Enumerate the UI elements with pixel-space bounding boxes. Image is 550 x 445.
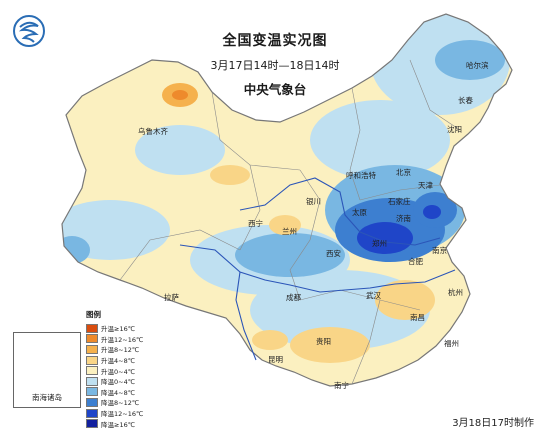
south-china-sea-inset: 南海诸岛: [13, 332, 81, 408]
legend-item: 降温≥16℃: [86, 418, 166, 429]
legend-item: 降温12~16℃: [86, 408, 166, 419]
city-label: 郑州: [372, 239, 387, 248]
legend-item-label: 升温≥16℃: [101, 325, 136, 334]
legend-swatch: [86, 323, 98, 333]
city-label: 天津: [418, 181, 433, 190]
legend-item-label: 降温0~4℃: [101, 378, 136, 387]
city-label: 南昌: [410, 313, 425, 322]
province-boundaries: [119, 59, 461, 385]
legend-item-label: 降温12~16℃: [101, 410, 144, 419]
city-label: 南京: [432, 246, 447, 255]
legend-item: 升温12~16℃: [86, 334, 166, 345]
legend-item: 升温4~8℃: [86, 355, 166, 366]
city-label: 贵阳: [316, 337, 331, 346]
map-header: 全国变温实况图 3月17日14时—18日14时 中央气象台: [0, 30, 550, 98]
city-label: 呼和浩特: [346, 171, 376, 180]
legend-item: 升温≥16℃: [86, 323, 166, 334]
map-organization: 中央气象台: [243, 82, 307, 97]
production-credit: 3月18日17时制作: [452, 418, 534, 429]
inset-label: 南海诸岛: [32, 393, 62, 402]
legend-swatch: [86, 376, 98, 386]
legend-swatch: [86, 334, 98, 344]
city-label: 沈阳: [447, 125, 462, 134]
city-label: 哈尔滨: [466, 61, 489, 70]
legend-item-label: 升温8~12℃: [101, 346, 140, 355]
city-label: 长春: [458, 96, 473, 105]
map-legend: 图例 升温≥16℃ 升温12~16℃ 升温8~12℃ 升温4~8℃ 升温0~4℃…: [86, 309, 166, 429]
rivers: [179, 177, 456, 361]
city-label: 合肥: [408, 257, 423, 266]
city-label: 南宁: [334, 381, 349, 390]
city-label: 乌鲁木齐: [138, 127, 168, 136]
legend-item: 降温8~12℃: [86, 397, 166, 408]
city-label: 杭州: [448, 288, 463, 297]
legend-item-label: 降温4~8℃: [101, 388, 136, 397]
map-period: 3月17日14时—18日14时: [210, 59, 340, 72]
legend-swatch: [86, 387, 98, 397]
legend-item-label: 降温8~12℃: [101, 399, 140, 408]
legend-swatch: [86, 419, 98, 429]
legend-swatch: [86, 366, 98, 376]
china-border: [61, 13, 513, 387]
legend-item: 降温4~8℃: [86, 387, 166, 398]
city-label: 成都: [286, 293, 301, 302]
city-label: 太原: [352, 208, 367, 217]
city-label: 银川: [306, 197, 321, 206]
legend-swatch: [86, 408, 98, 418]
legend-item-label: 升温12~16℃: [101, 335, 144, 344]
city-label: 石家庄: [388, 197, 411, 206]
legend-item: 升温8~12℃: [86, 344, 166, 355]
legend-item: 降温0~4℃: [86, 376, 166, 387]
legend-item-label: 升温0~4℃: [101, 367, 136, 376]
cma-logo-icon: [13, 15, 45, 47]
city-label: 西宁: [248, 219, 263, 228]
map-title: 全国变温实况图: [222, 33, 328, 49]
legend-swatch: [86, 344, 98, 354]
legend-item-label: 降温≥16℃: [101, 420, 136, 429]
city-label: 济南: [396, 214, 411, 223]
legend-item: 升温0~4℃: [86, 365, 166, 376]
legend-swatch: [86, 355, 98, 365]
city-label: 福州: [444, 339, 459, 348]
legend-swatch: [86, 397, 98, 407]
city-label: 兰州: [282, 227, 297, 236]
city-label: 武汉: [366, 291, 381, 300]
city-label: 昆明: [268, 355, 283, 364]
city-label: 西安: [326, 249, 341, 258]
city-label: 拉萨: [164, 293, 179, 302]
legend-title: 图例: [86, 310, 101, 319]
city-label: 北京: [396, 168, 411, 177]
legend-item-label: 升温4~8℃: [101, 357, 136, 366]
